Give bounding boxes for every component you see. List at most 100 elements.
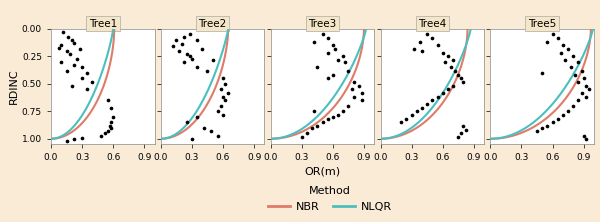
Point xyxy=(82,87,92,91)
Point xyxy=(330,47,340,50)
Point xyxy=(457,77,466,80)
Point xyxy=(412,109,422,113)
Title: Tree3: Tree3 xyxy=(308,19,337,29)
Point xyxy=(72,57,82,60)
Point xyxy=(179,35,188,38)
Point xyxy=(458,80,468,83)
Point xyxy=(185,55,194,58)
Point xyxy=(216,104,226,108)
Point xyxy=(302,131,312,135)
Point xyxy=(349,80,358,83)
Point xyxy=(577,69,586,72)
Point xyxy=(77,65,87,69)
Point xyxy=(193,65,202,69)
Point xyxy=(318,121,328,124)
Point xyxy=(584,87,593,91)
Point xyxy=(428,99,437,102)
Point xyxy=(338,55,348,58)
Point xyxy=(323,117,332,121)
Point xyxy=(440,60,449,64)
Point xyxy=(347,87,356,91)
Point xyxy=(454,135,463,138)
Point xyxy=(417,106,427,110)
Point xyxy=(55,46,64,49)
Point xyxy=(577,91,586,94)
Point xyxy=(213,134,223,137)
Point xyxy=(448,84,458,88)
Point xyxy=(428,36,437,40)
Point xyxy=(579,77,589,80)
Point xyxy=(109,115,118,119)
Point xyxy=(179,60,188,64)
X-axis label: OR(m): OR(m) xyxy=(304,166,341,176)
Point xyxy=(574,99,583,102)
Point xyxy=(451,69,460,72)
Point xyxy=(407,113,416,116)
Point xyxy=(433,44,442,47)
Point xyxy=(213,109,223,113)
Point xyxy=(553,117,563,121)
Point xyxy=(571,73,580,77)
Point xyxy=(443,55,452,58)
Point xyxy=(307,126,317,130)
Point xyxy=(59,30,68,34)
Point xyxy=(461,128,470,132)
Point xyxy=(538,71,547,75)
Point xyxy=(69,137,79,141)
Point xyxy=(100,131,110,135)
Point xyxy=(556,51,566,55)
Point xyxy=(438,91,448,94)
Point xyxy=(409,47,418,50)
Point xyxy=(344,69,353,72)
Point xyxy=(328,115,338,119)
Point xyxy=(218,77,228,80)
Point xyxy=(105,124,115,127)
Point xyxy=(454,73,463,77)
Point xyxy=(566,65,576,69)
Point xyxy=(82,71,92,75)
Point xyxy=(568,104,578,108)
Point xyxy=(169,45,178,48)
Point xyxy=(310,40,319,44)
Point xyxy=(62,139,71,143)
Point xyxy=(422,102,432,105)
Point xyxy=(56,44,66,47)
Point xyxy=(532,129,542,133)
Point xyxy=(77,77,87,80)
Point xyxy=(328,73,338,77)
Point xyxy=(344,104,353,108)
Point xyxy=(172,38,181,42)
Point xyxy=(354,84,364,88)
Point xyxy=(310,109,319,113)
Point xyxy=(357,99,367,102)
Point xyxy=(542,40,552,44)
Point xyxy=(103,99,113,102)
Point xyxy=(415,40,425,44)
Point xyxy=(75,47,85,50)
Point xyxy=(563,47,573,50)
Point xyxy=(328,44,338,47)
Point xyxy=(67,84,77,88)
Point xyxy=(218,95,228,99)
Point xyxy=(417,49,427,53)
Point xyxy=(177,42,187,46)
Point xyxy=(182,121,191,124)
Point xyxy=(216,87,226,91)
Point xyxy=(574,80,583,83)
Point xyxy=(106,126,116,130)
Point xyxy=(553,36,563,40)
Point xyxy=(193,115,202,119)
Point xyxy=(185,33,194,36)
Point xyxy=(187,137,197,141)
Point xyxy=(223,91,233,94)
Point xyxy=(581,137,590,141)
Point xyxy=(193,38,202,42)
Point xyxy=(182,52,191,56)
Point xyxy=(313,65,322,69)
Point xyxy=(401,117,411,121)
Point xyxy=(77,136,87,139)
Point xyxy=(542,124,552,127)
Point xyxy=(106,121,116,124)
Title: Tree2: Tree2 xyxy=(199,19,227,29)
Point xyxy=(220,82,230,86)
